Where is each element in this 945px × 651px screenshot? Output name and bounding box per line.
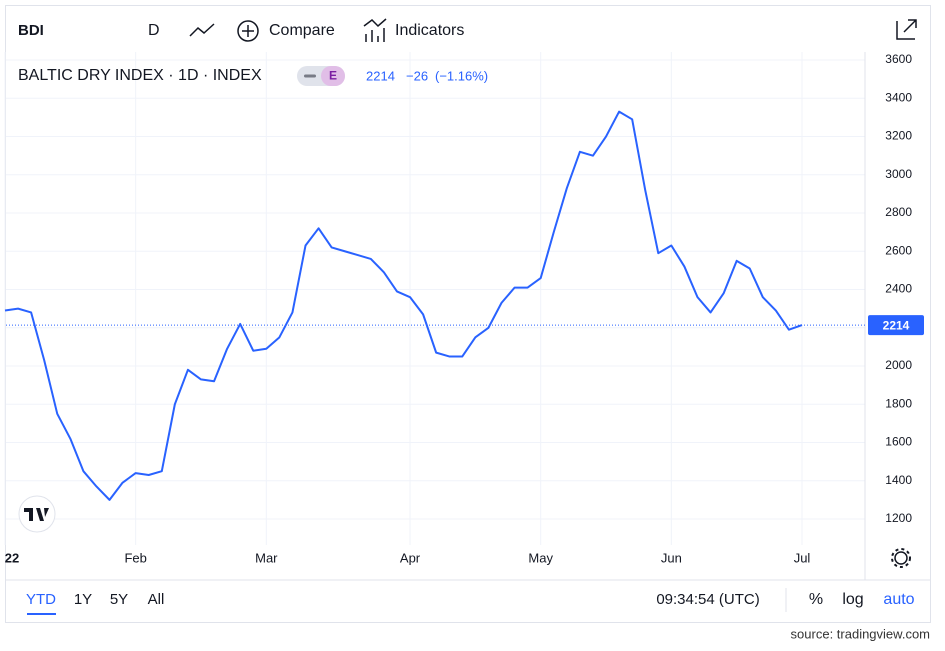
y-tick-label: 1600	[885, 435, 912, 449]
logo-mark	[24, 508, 49, 521]
compare-plus	[242, 25, 254, 37]
x-tick-label: Feb	[124, 550, 146, 565]
chart-title: BALTIC DRY INDEX · 1D · INDEX	[18, 67, 262, 84]
badge-dash	[304, 74, 316, 78]
x-tick-label: Jul	[794, 550, 811, 565]
symbol[interactable]: BDI	[18, 22, 44, 39]
x-tick-label: 22	[5, 550, 19, 565]
y-tick-label: 2400	[885, 282, 912, 296]
chart-type-icon[interactable]	[189, 23, 215, 37]
y-tick-label: 3000	[885, 167, 912, 181]
settings-teeth	[891, 548, 911, 568]
y-tick-label: 2600	[885, 243, 912, 257]
percent-toggle[interactable]: %	[809, 591, 823, 608]
y-tick-label: 1200	[885, 511, 912, 525]
last-price-badge	[868, 315, 924, 336]
badge-e-bg	[321, 66, 345, 86]
compare-icon[interactable]	[237, 20, 259, 42]
last-price-label: 2214	[883, 318, 910, 332]
fullscreen-icon[interactable]	[896, 19, 917, 40]
y-tick-label: 3400	[885, 90, 912, 104]
logo[interactable]	[18, 495, 56, 533]
auto-toggle[interactable]: auto	[883, 591, 914, 608]
y-tick-label: 1800	[885, 396, 912, 410]
grid	[4, 52, 865, 545]
range-button[interactable]: 1Y	[74, 591, 92, 608]
x-tick-label: Jun	[661, 550, 682, 565]
badge[interactable]: E	[329, 69, 337, 83]
quote-change: −26	[406, 68, 428, 83]
range-button[interactable]: YTD	[26, 591, 56, 608]
price-line	[4, 110, 803, 501]
interval[interactable]: D	[148, 22, 160, 39]
quote-last: 2214	[366, 68, 395, 83]
indicators-icon[interactable]	[363, 18, 387, 42]
quote-change-pct: (−1.16%)	[435, 68, 488, 83]
y-tick-label: 3200	[885, 129, 912, 143]
settings-icon[interactable]	[894, 551, 908, 565]
compare-button[interactable]: Compare	[269, 22, 335, 39]
x-tick-label: Mar	[255, 550, 278, 565]
source: source: tradingview.com	[791, 626, 930, 641]
clock[interactable]: 09:34:54 (UTC)	[656, 591, 759, 608]
frame	[5, 5, 931, 623]
x-tick-label: May	[528, 550, 553, 565]
y-tick-label: 2800	[885, 205, 912, 219]
range-buttons: YTD 1Y 5Y All	[26, 591, 164, 608]
x-tick-label: Apr	[400, 550, 421, 565]
y-tick-label: 1400	[885, 473, 912, 487]
log-toggle[interactable]: log	[842, 591, 863, 608]
y-tick-label: 3600	[885, 52, 912, 66]
range-button[interactable]: All	[148, 591, 165, 608]
y-tick-label: 2000	[885, 358, 912, 372]
range-button[interactable]: 5Y	[110, 591, 128, 608]
indicators-button[interactable]: Indicators	[395, 22, 464, 39]
